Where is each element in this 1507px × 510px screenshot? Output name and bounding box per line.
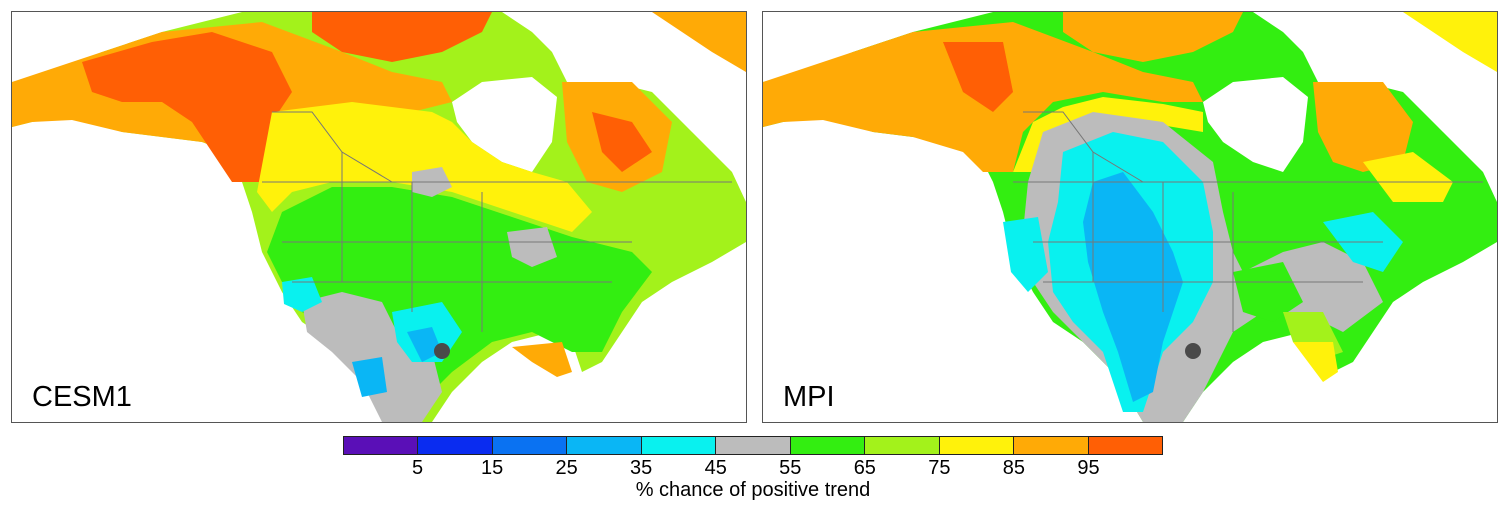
- colorbar-segment: [865, 437, 940, 454]
- water-hudson-bay: [1203, 77, 1308, 172]
- political-borders: [1013, 111, 1483, 332]
- colorbar-segment: [492, 437, 568, 454]
- colorbar-tick-label: 65: [853, 457, 876, 479]
- region-quebec-yellow: [1363, 152, 1453, 202]
- region-yellow-band: [1013, 97, 1203, 172]
- colorbar-tick-label: 75: [928, 457, 951, 479]
- region-quebec-red: [592, 112, 652, 172]
- colorbar-segment: [939, 437, 1015, 454]
- political-borders: [262, 111, 732, 332]
- colorbar-segment: [418, 437, 493, 454]
- region-lightblue-core: [1083, 172, 1183, 402]
- region-florida-yellow: [1293, 342, 1338, 382]
- land-arctic-islands: [1063, 12, 1243, 62]
- colorbar-segment: [1088, 437, 1162, 454]
- colorbar-tick-label: 25: [555, 457, 578, 479]
- colorbar-ticks: 5 15 25 35 45 55 65 75 85 95: [343, 457, 1163, 481]
- colorbar-segment: [567, 437, 642, 454]
- water-hudson-bay: [452, 77, 557, 172]
- map-mpi: [763, 12, 1497, 422]
- colorbar-segment: [641, 437, 717, 454]
- region-yellow-band: [257, 102, 592, 232]
- land-greenland: [652, 12, 746, 72]
- region-green-east: [1233, 262, 1303, 322]
- colorbar: [343, 436, 1163, 455]
- colorbar-segment: [790, 437, 866, 454]
- land-arctic-islands: [312, 12, 492, 62]
- region-lightblue-texas: [407, 327, 442, 362]
- map-panel-mpi: MPI: [762, 11, 1498, 423]
- colorbar-segment: [344, 437, 419, 454]
- region-gray-southwest: [302, 292, 442, 422]
- colorbar-segment: [716, 437, 791, 454]
- region-florida-orange: [512, 342, 572, 377]
- region-north-red: [943, 42, 1013, 112]
- colorbar-tick-label: 35: [630, 457, 653, 479]
- region-alaska-red: [82, 32, 292, 182]
- location-marker: [1185, 343, 1201, 359]
- colorbar-tick-label: 55: [779, 457, 802, 479]
- map-cesm1: [12, 12, 746, 422]
- colorbar-segment: [1014, 437, 1089, 454]
- region-gray-lakes: [507, 227, 557, 267]
- colorbar-tick-label: 95: [1077, 457, 1100, 479]
- colorbar-tick-label: 85: [1002, 457, 1026, 479]
- region-lightblue-mexico: [352, 357, 387, 397]
- map-panel-cesm1: CESM1: [11, 11, 747, 423]
- location-marker: [434, 343, 450, 359]
- colorbar-tick-label: 15: [480, 457, 504, 479]
- region-cyan-coast: [1003, 217, 1048, 292]
- region-quebec-orange: [1313, 82, 1413, 172]
- colorbar-tick-label: 45: [704, 457, 727, 479]
- panel-label-mpi: MPI: [783, 381, 835, 413]
- colorbar-title: % chance of positive trend: [635, 479, 871, 501]
- panel-label-cesm1: CESM1: [32, 381, 132, 413]
- colorbar-tick-label: 5: [411, 457, 424, 479]
- region-cyan-california: [282, 277, 322, 312]
- land-greenland: [1403, 12, 1497, 72]
